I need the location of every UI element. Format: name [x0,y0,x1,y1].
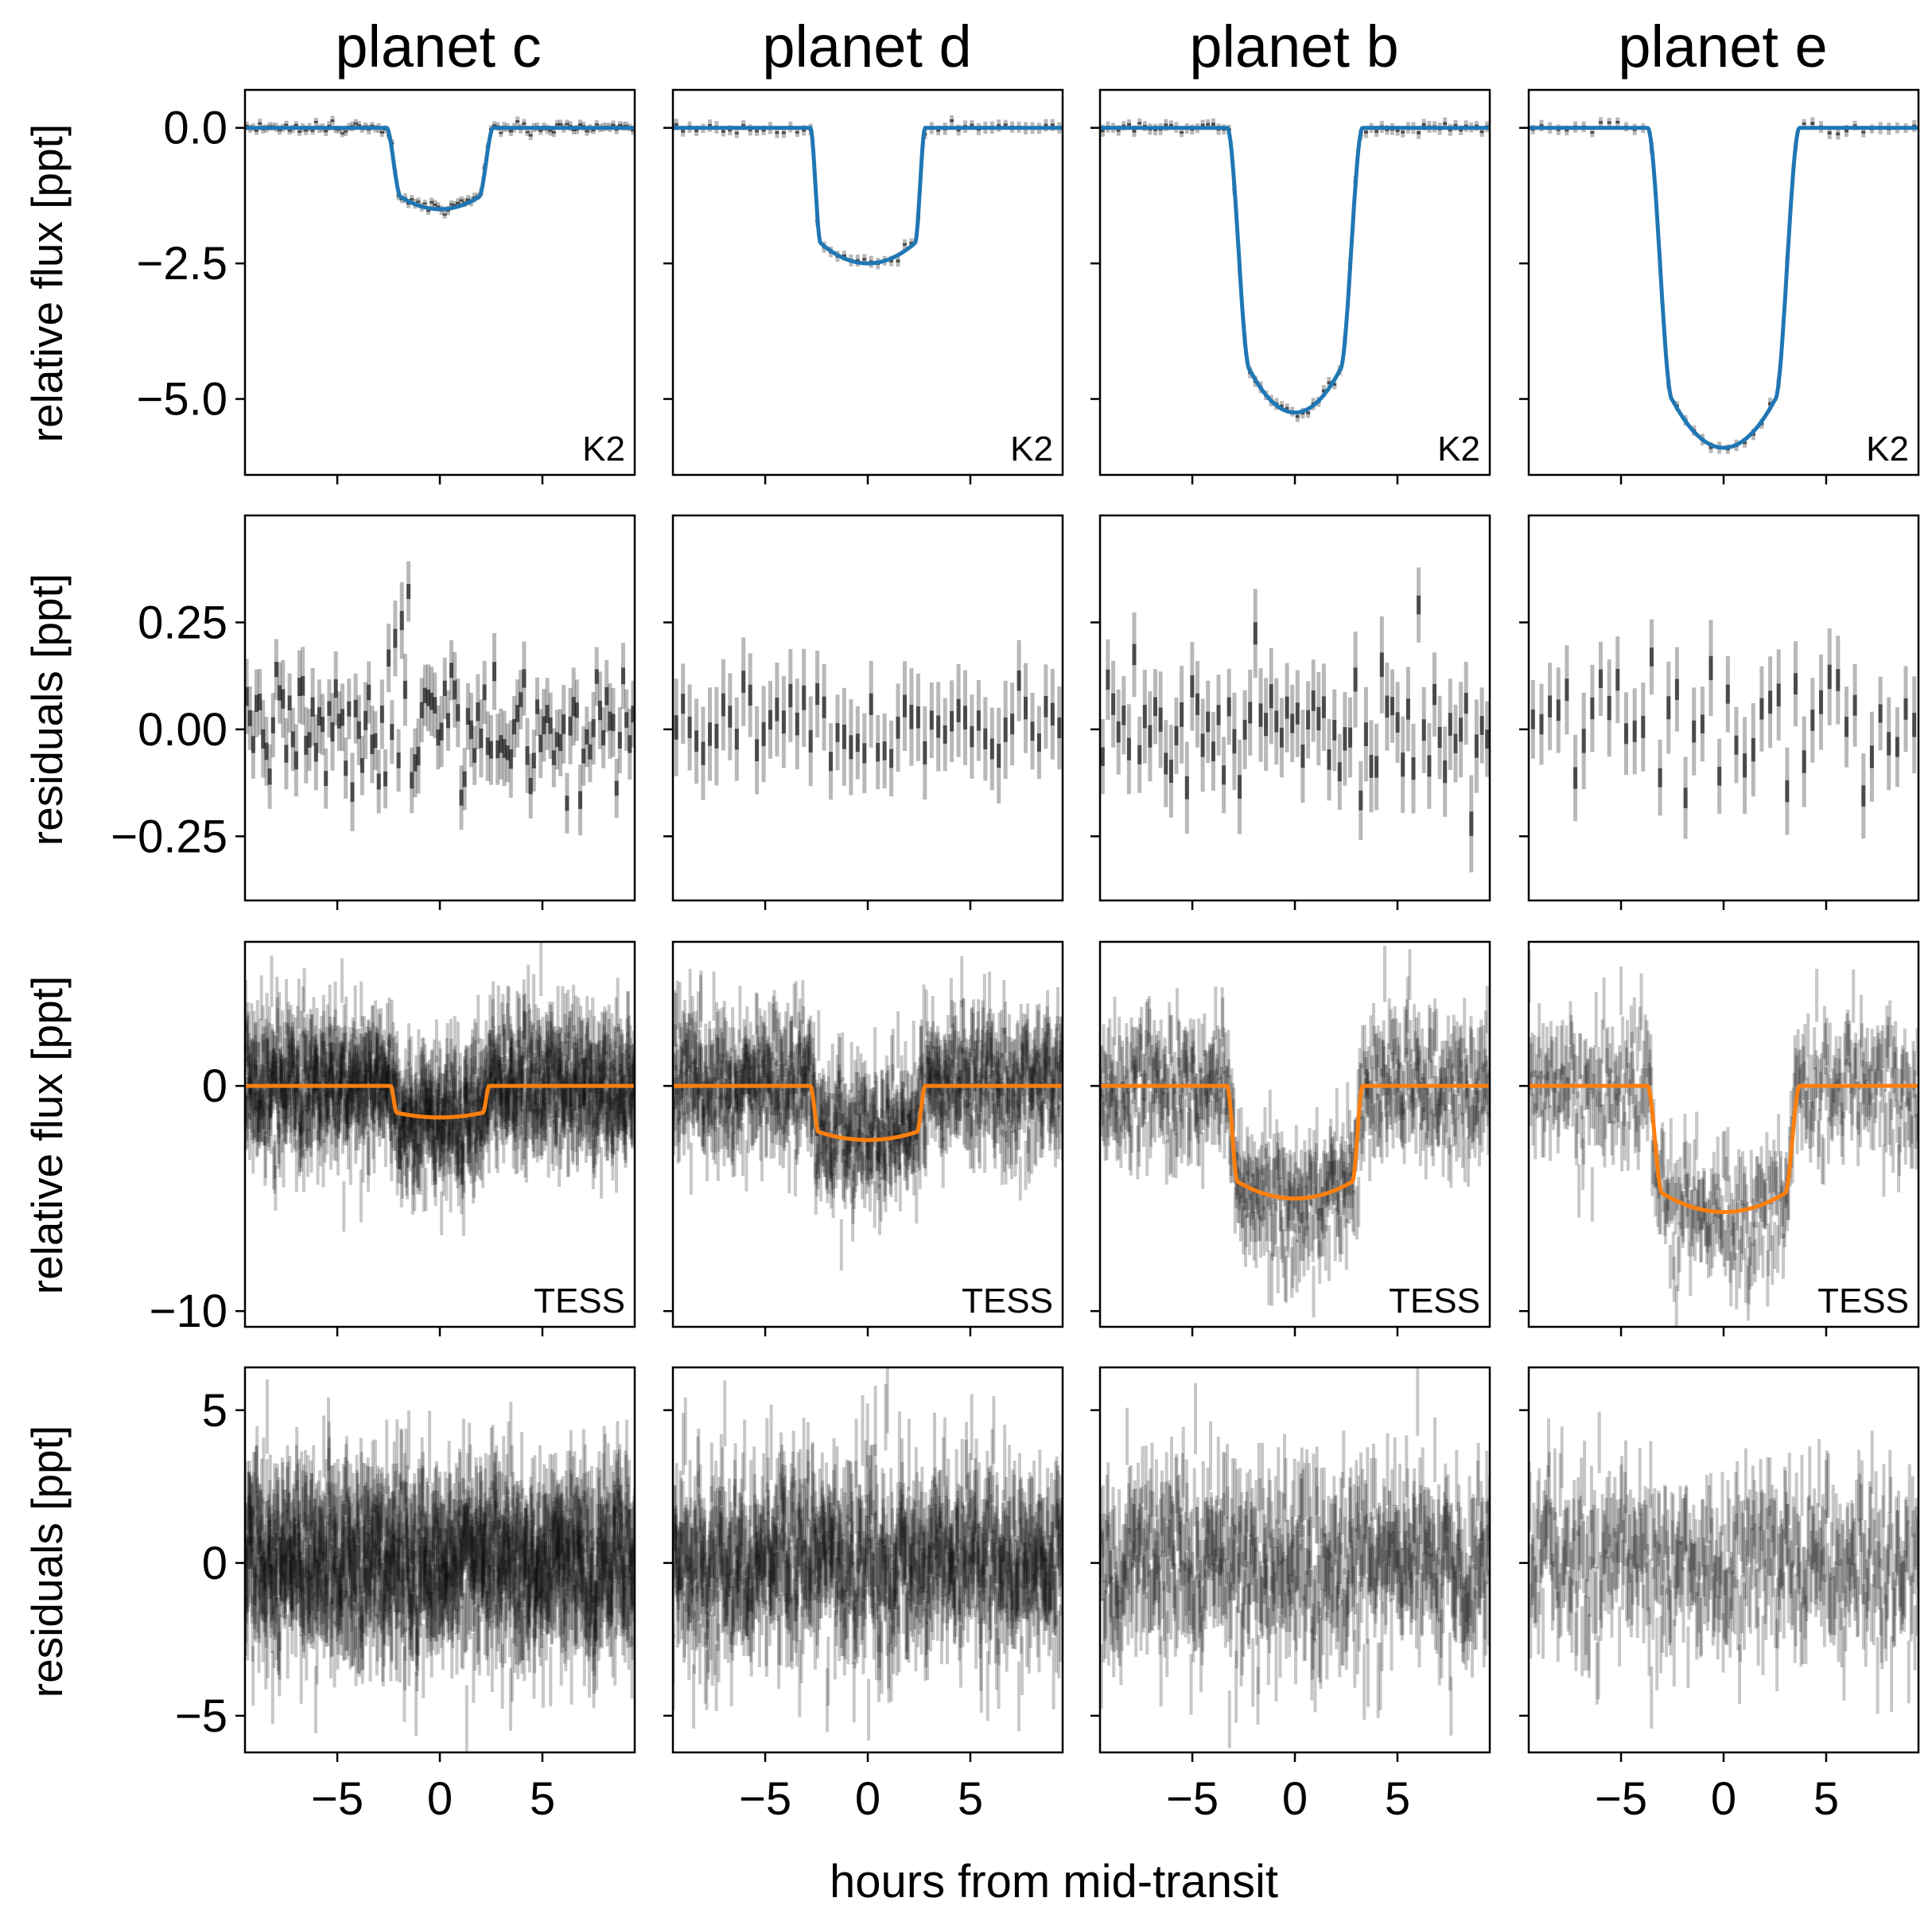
model-curve [1529,126,1918,450]
y-tick-label: −10 [150,1285,227,1337]
panel-tess-residuals-planet-c: −5 0 550−5 [175,1366,636,1825]
model-curve [673,126,1063,266]
model-curve [1100,126,1490,415]
panel-k2-residuals-planet-e [1519,514,1920,910]
y-tick-label: −5.0 [137,374,228,426]
panel-tess-transit-planet-c: 0 −10 TESS [150,940,636,1337]
panel-k2-residuals-planet-c: 0.25 0.00 −0.25 [111,514,636,910]
panel-grid: 0.0 −2.5 −5.0 K2 K2 K2 K2 0.25 0.00 −0.25 0 −10 TESS… [111,88,1920,1825]
data-points [1530,619,1917,839]
panel-k2-transit-planet-e: K2 [1519,88,1920,484]
panel-k2-transit-planet-b: K2 [1090,88,1491,484]
y-tick-label: −0.25 [111,811,227,862]
y-tick-label: 0.00 [138,704,227,756]
data-points [673,956,1063,1271]
panel-tess-transit-planet-e: TESS [1519,940,1920,1336]
model-curve [1529,1083,1918,1215]
data-points [245,942,635,1236]
instrument-label: TESS [534,1281,625,1320]
instrument-label: K2 [1010,430,1053,469]
panel-k2-residuals-planet-b [1090,514,1491,910]
data-points [245,115,635,219]
instrument-label: TESS [1817,1281,1909,1320]
panel-tess-transit-planet-b: TESS [1090,940,1491,1336]
panel-tess-transit-planet-d: TESS [663,940,1064,1336]
axes-frame [243,88,636,476]
model-curve [673,1083,1063,1142]
data-points [1530,117,1917,454]
model-curve [245,1083,635,1120]
instrument-label: K2 [1437,430,1480,469]
instrument-label: K2 [582,430,625,469]
data-points [245,561,635,836]
data-points [1100,945,1490,1318]
instrument-label: TESS [1389,1281,1480,1320]
data-points [1100,567,1490,873]
data-points [1529,950,1918,1327]
data-points [245,1379,635,1752]
panel-k2-transit-planet-d: K2 [663,88,1064,484]
axes-frame [671,88,1064,476]
y-tick-label: −2.5 [137,238,228,290]
axes-frame [1098,514,1491,902]
axes-frame [1527,514,1920,902]
data-points [674,115,1062,270]
model-curve [1100,1083,1490,1201]
panel-k2-residuals-planet-d [663,514,1064,910]
y-tick-label: 0.0 [163,103,227,154]
y-tick-label: 0.25 [138,597,227,648]
y-tick-label: 0 [202,1060,227,1112]
model-curve [245,126,635,212]
panel-k2-transit-planet-c: 0.0 −2.5 −5.0 K2 [137,88,636,484]
data-points [1100,117,1490,422]
instrument-label: K2 [1866,430,1909,469]
axes-frame [1527,88,1920,476]
instrument-label: TESS [962,1281,1053,1320]
data-points [674,637,1062,804]
axes-frame [1098,88,1491,476]
